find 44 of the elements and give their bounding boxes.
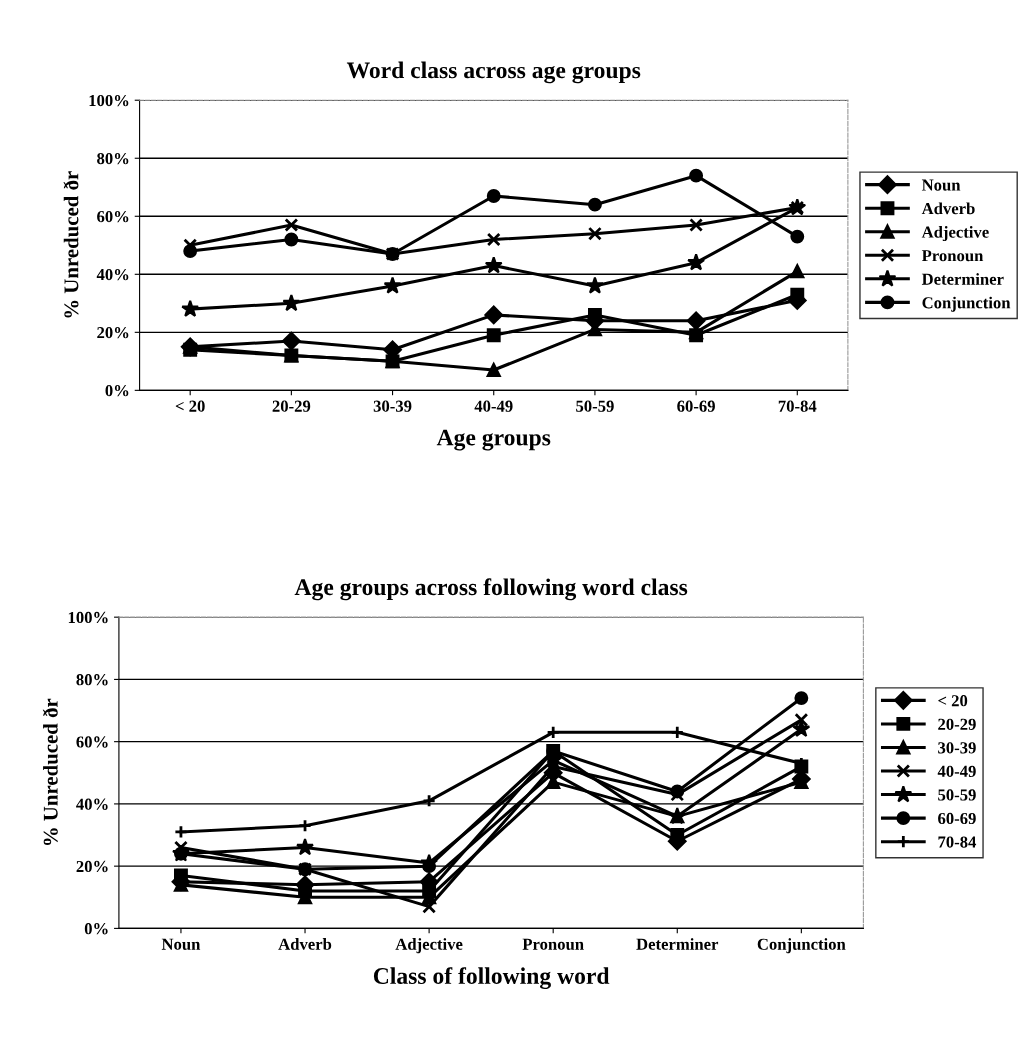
x-tick-label: Conjunction bbox=[757, 938, 846, 954]
y-axis-title: % Unreduced ðr bbox=[42, 698, 58, 846]
y-tick-label: 80% bbox=[97, 152, 129, 165]
legend-label: < 20 bbox=[938, 695, 968, 707]
legend-label: Determiner bbox=[921, 273, 1004, 285]
chart-title: Word class across age groups bbox=[346, 61, 641, 84]
x-tick-label: 40-49 bbox=[474, 400, 513, 412]
x-tick-label: Adjective bbox=[395, 938, 463, 954]
y-tick-label: 60% bbox=[76, 736, 108, 748]
y-axis-title: % Unreduced ðr bbox=[63, 171, 79, 318]
legend-label: 30-39 bbox=[938, 742, 976, 754]
y-tick-label: 60% bbox=[97, 210, 129, 223]
y-tick-label: 80% bbox=[76, 674, 108, 686]
chart-title: Age groups across following word class bbox=[294, 578, 688, 601]
x-axis-title: Class of following word bbox=[373, 967, 610, 989]
x-tick-label: 50-59 bbox=[576, 400, 614, 412]
legend-label: 60-69 bbox=[938, 812, 976, 825]
legend-label: 70-84 bbox=[938, 836, 977, 848]
y-tick-label: 40% bbox=[76, 798, 108, 810]
x-tick-label: Noun bbox=[161, 938, 201, 950]
y-tick-label: 100% bbox=[89, 94, 129, 107]
x-tick-label: Adverb bbox=[278, 938, 332, 950]
legend-label: Adjective bbox=[921, 226, 989, 242]
x-tick-label: 60-69 bbox=[677, 400, 715, 412]
y-tick-label: 20% bbox=[76, 860, 108, 873]
y-tick-label: 100% bbox=[68, 611, 108, 624]
legend-label: Noun bbox=[921, 179, 961, 191]
legend-label: Pronoun bbox=[921, 250, 984, 262]
x-tick-label: Determiner bbox=[636, 938, 719, 950]
x-tick-label: 70-84 bbox=[778, 400, 817, 412]
legend-label: Conjunction bbox=[922, 296, 1011, 312]
legend-label: Adverb bbox=[921, 202, 975, 215]
y-tick-label: 20% bbox=[97, 327, 129, 339]
legend-label: 50-59 bbox=[938, 789, 976, 801]
x-axis-title: Age groups bbox=[436, 429, 551, 451]
y-tick-label: 0% bbox=[105, 385, 129, 397]
legend-label: 40-49 bbox=[937, 765, 976, 778]
legend-label: 20-29 bbox=[938, 718, 976, 730]
x-tick-label: 30-39 bbox=[373, 400, 412, 412]
y-tick-label: 0% bbox=[84, 923, 108, 935]
x-tick-label: Pronoun bbox=[522, 938, 584, 950]
x-tick-label: < 20 bbox=[175, 400, 205, 412]
y-tick-label: 40% bbox=[96, 269, 129, 281]
x-tick-label: 20-29 bbox=[272, 400, 311, 412]
